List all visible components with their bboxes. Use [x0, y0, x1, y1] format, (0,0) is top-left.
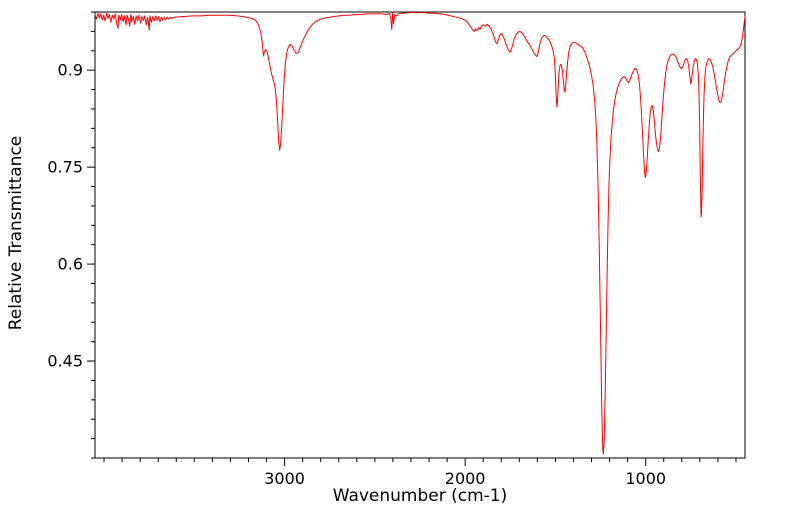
spectrum-line: [94, 11, 746, 455]
y-tick-label: 0.45: [47, 352, 83, 371]
y-tick-label: 0.6: [58, 255, 83, 274]
y-axis-ticks: [87, 11, 95, 459]
x-tick-label: 1000: [625, 469, 666, 488]
tick-labels: 3000 2000 1000 0.45 0.6 0.75 0.9: [47, 61, 666, 488]
plot-frame: [94, 11, 746, 459]
x-tick-label: 2000: [445, 469, 486, 488]
y-axis-label: Relative Transmittance: [6, 135, 26, 331]
x-axis-ticks: [103, 458, 737, 466]
x-tick-label: 3000: [264, 469, 305, 488]
y-tick-label: 0.75: [47, 158, 83, 177]
y-tick-label: 0.9: [58, 61, 83, 80]
x-axis-label: Wavenumber (cm-1): [332, 486, 508, 506]
